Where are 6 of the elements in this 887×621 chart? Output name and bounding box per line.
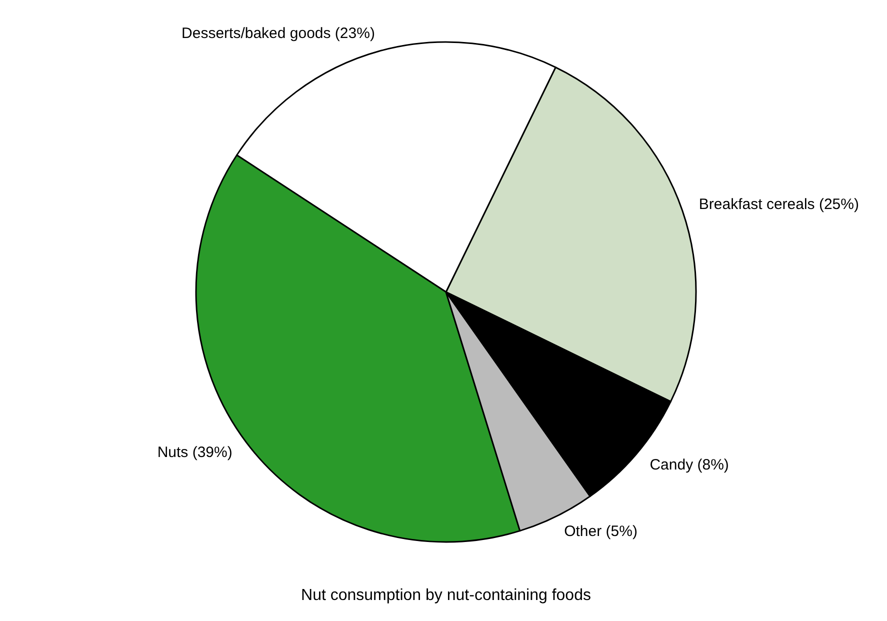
slice-label: Nuts (39%) xyxy=(157,444,232,461)
slice-label: Breakfast cereals (25%) xyxy=(698,196,860,213)
text: Nut consumption by nut-containing foods xyxy=(301,587,591,604)
slice-label: Desserts/baked goods (23%) xyxy=(182,25,375,42)
slice-label: Other (5%) xyxy=(564,522,638,540)
slice-label: Candy (8%) xyxy=(650,456,729,474)
